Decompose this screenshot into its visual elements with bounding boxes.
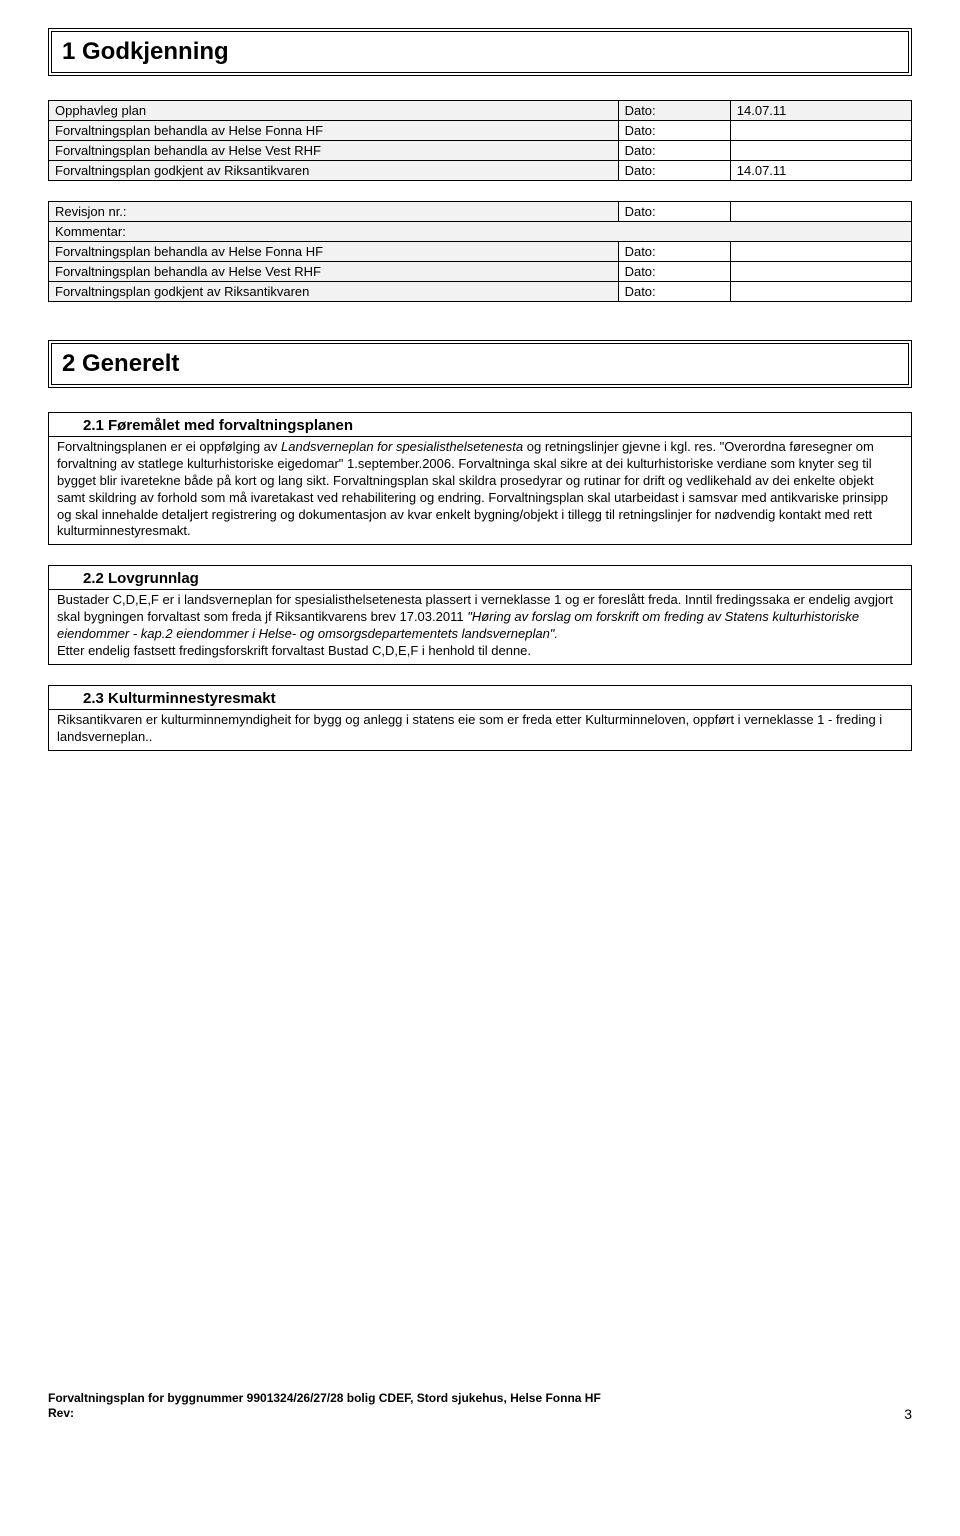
text-italic: Landsverneplan for spesialisthelsetenest… — [281, 439, 523, 454]
cell-dato-value — [730, 242, 911, 262]
cell-dato-value: 14.07.11 — [730, 161, 911, 181]
cell-dato-value — [730, 121, 911, 141]
table-revisjon: Revisjon nr.: Dato: Kommentar: Forvaltni… — [48, 201, 912, 302]
footer-line-2: Rev: — [48, 1406, 601, 1422]
subsection-heading: 2.2 Lovgrunnlag — [49, 566, 911, 590]
subsection-body: Forvaltningsplanen er ei oppfølging av L… — [49, 437, 911, 544]
cell-dato-label: Dato: — [618, 101, 730, 121]
table-opphavleg: Opphavleg plan Dato: 14.07.11 Forvaltnin… — [48, 100, 912, 181]
subsection-2-3: 2.3 Kulturminnestyresmakt Riksantikvaren… — [48, 685, 912, 751]
cell-label: Revisjon nr.: — [49, 202, 619, 222]
cell-dato-value: 14.07.11 — [730, 101, 911, 121]
section-1-box: 1 Godkjenning — [48, 28, 912, 76]
cell-label: Kommentar: — [49, 222, 912, 242]
table-row: Kommentar: — [49, 222, 912, 242]
text: Forvaltningsplanen er ei oppfølging av — [57, 439, 281, 454]
cell-label: Forvaltningsplan behandla av Helse Fonna… — [49, 242, 619, 262]
page-footer: Forvaltningsplan for byggnummer 9901324/… — [48, 1391, 912, 1422]
cell-dato-label: Dato: — [618, 161, 730, 181]
cell-dato-value — [730, 202, 911, 222]
cell-dato-value — [730, 141, 911, 161]
text: Riksantikvaren er kulturminnemyndigheit … — [57, 712, 882, 744]
section-1-title: 1 Godkjenning — [52, 32, 908, 72]
section-2-title: 2 Generelt — [52, 344, 908, 384]
cell-dato-label: Dato: — [618, 262, 730, 282]
cell-label: Forvaltningsplan godkjent av Riksantikva… — [49, 161, 619, 181]
table-row: Forvaltningsplan godkjent av Riksantikva… — [49, 161, 912, 181]
table-row: Forvaltningsplan godkjent av Riksantikva… — [49, 282, 912, 302]
cell-dato-value — [730, 282, 911, 302]
footer-line-1: Forvaltningsplan for byggnummer 9901324/… — [48, 1391, 601, 1407]
cell-dato-label: Dato: — [618, 282, 730, 302]
cell-label: Forvaltningsplan godkjent av Riksantikva… — [49, 282, 619, 302]
cell-dato-label: Dato: — [618, 141, 730, 161]
subsection-2-1: 2.1 Føremålet med forvaltningsplanen For… — [48, 412, 912, 545]
cell-label: Forvaltningsplan behandla av Helse Vest … — [49, 141, 619, 161]
table-row: Revisjon nr.: Dato: — [49, 202, 912, 222]
table-row: Forvaltningsplan behandla av Helse Fonna… — [49, 242, 912, 262]
subsection-2-2: 2.2 Lovgrunnlag Bustader C,D,E,F er i la… — [48, 565, 912, 665]
cell-label: Forvaltningsplan behandla av Helse Fonna… — [49, 121, 619, 141]
subsection-heading: 2.3 Kulturminnestyresmakt — [49, 686, 911, 710]
footer-text: Forvaltningsplan for byggnummer 9901324/… — [48, 1391, 601, 1422]
cell-dato-label: Dato: — [618, 202, 730, 222]
text: Etter endelig fastsett fredingsforskrift… — [57, 643, 903, 660]
table-row: Opphavleg plan Dato: 14.07.11 — [49, 101, 912, 121]
cell-dato-value — [730, 262, 911, 282]
subsection-heading: 2.1 Føremålet med forvaltningsplanen — [49, 413, 911, 437]
section-2-box: 2 Generelt — [48, 340, 912, 388]
subsection-body: Bustader C,D,E,F er i landsverneplan for… — [49, 590, 911, 664]
table-row: Forvaltningsplan behandla av Helse Vest … — [49, 262, 912, 282]
cell-label: Forvaltningsplan behandla av Helse Vest … — [49, 262, 619, 282]
page-number: 3 — [904, 1406, 912, 1422]
table-row: Forvaltningsplan behandla av Helse Fonna… — [49, 121, 912, 141]
subsection-body: Riksantikvaren er kulturminnemyndigheit … — [49, 710, 911, 750]
cell-label: Opphavleg plan — [49, 101, 619, 121]
cell-dato-label: Dato: — [618, 121, 730, 141]
table-row: Forvaltningsplan behandla av Helse Vest … — [49, 141, 912, 161]
cell-dato-label: Dato: — [618, 242, 730, 262]
